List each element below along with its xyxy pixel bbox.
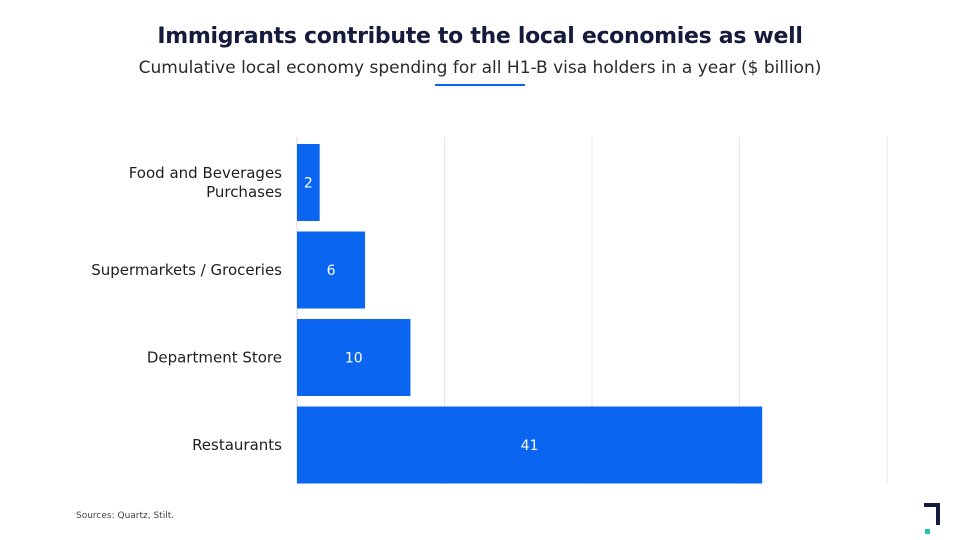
bar: [297, 231, 366, 309]
data-label: 2: [304, 176, 313, 192]
category-label-line: Supermarkets / Groceries: [91, 261, 282, 279]
category-label-line: Food and Beverages: [129, 164, 282, 182]
bar: [297, 319, 411, 396]
category-label-line: Restaurants: [192, 436, 282, 454]
category-label-line: Purchases: [206, 183, 282, 201]
brand-logo-icon: [924, 503, 940, 534]
chart-subtitle: Cumulative local economy spending for al…: [138, 58, 822, 78]
logo-stem: [936, 503, 940, 525]
logo-top-bar: [924, 503, 940, 507]
data-label: 6: [327, 263, 336, 279]
title-underline-accent: [435, 84, 525, 86]
sources-note: Sources: Quartz, Stilt.: [76, 511, 175, 521]
category-label: Food and Beverages Purchases: [129, 164, 282, 201]
category-label: Department Store: [147, 349, 282, 367]
logo-accent-dot: [925, 529, 930, 534]
category-label: Supermarkets / Groceries: [91, 261, 282, 279]
bar: [297, 406, 763, 484]
data-label: 41: [521, 438, 539, 454]
chart-title: Immigrants contribute to the local econo…: [157, 24, 803, 49]
category-label-line: Department Store: [147, 349, 282, 367]
bar: [297, 144, 320, 221]
data-label: 10: [345, 351, 363, 367]
category-label: Restaurants: [192, 436, 282, 454]
